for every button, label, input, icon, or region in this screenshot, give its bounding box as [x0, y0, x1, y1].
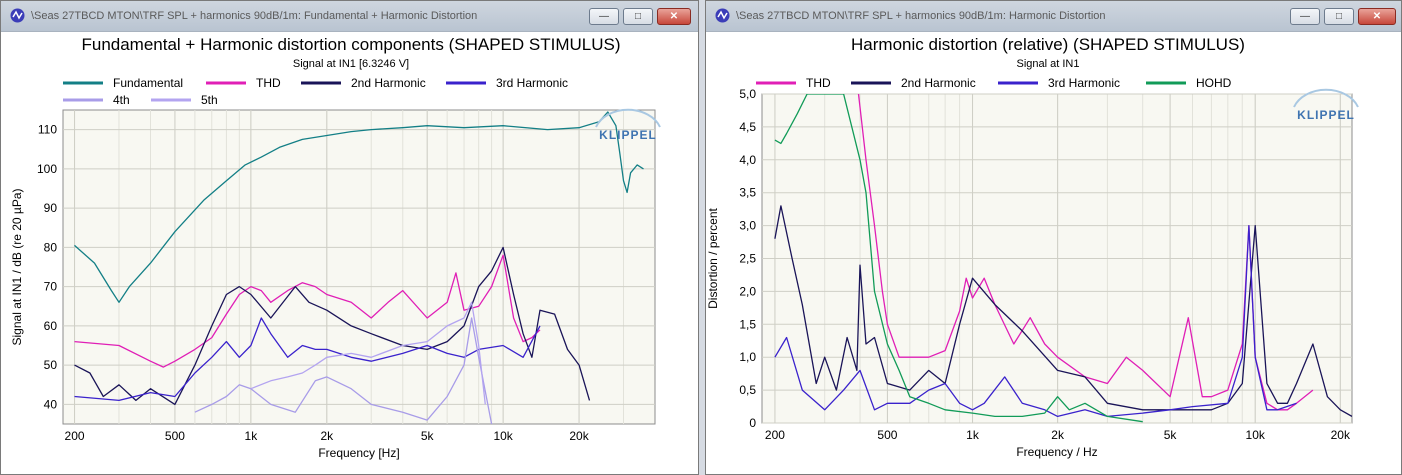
series-group [774, 94, 1352, 423]
chart-harmonic-distortion: Harmonic distortion (relative) (SHAPED S… [706, 35, 1359, 459]
minimize-icon: — [1300, 11, 1310, 22]
y-tick-label: 80 [44, 240, 58, 254]
y-tick-label: 3,0 [739, 219, 756, 233]
y-axis-label: Signal at IN1 / dB (re 20 µPa) [10, 189, 24, 346]
close-button[interactable]: ✕ [657, 8, 691, 25]
x-axis-label: Frequency [Hz] [318, 446, 399, 460]
series-2nd-harmonic [774, 205, 1352, 417]
x-tick-label: 500 [165, 429, 185, 443]
title-bar[interactable]: \Seas 27TBCD MTON\TRF SPL + harmonics 90… [706, 1, 1401, 32]
y-tick-label: 2,5 [739, 252, 756, 266]
legend-entry: 2nd Harmonic [901, 76, 976, 90]
klippel-logo: KLIPPEL [1297, 108, 1355, 122]
series-hohd [774, 94, 1143, 423]
close-button[interactable]: ✕ [1358, 8, 1396, 25]
x-tick-label: 20k [1331, 428, 1351, 442]
series-4th [194, 317, 493, 424]
y-axis-label: Distortion / percent [706, 207, 720, 308]
legend-entry: 5th [201, 93, 218, 107]
close-icon: ✕ [1372, 11, 1382, 22]
y-tick-label: 5,0 [739, 87, 756, 101]
legend-entry: THD [806, 76, 831, 90]
x-tick-label: 10k [1246, 428, 1266, 442]
y-tick-label: 100 [37, 162, 57, 176]
y-tick-label: 4,5 [739, 120, 756, 134]
legend-entry: 3rd Harmonic [496, 76, 568, 90]
x-tick-label: 500 [877, 428, 897, 442]
legend-entry: HOHD [1196, 76, 1232, 90]
legend-entry: THD [256, 76, 281, 90]
chart-title: Fundamental + Harmonic distortion compon… [81, 35, 620, 54]
y-tick-label: 110 [38, 123, 57, 137]
klippel-logo: KLIPPEL [599, 128, 657, 142]
window-title: \Seas 27TBCD MTON\TRF SPL + harmonics 90… [736, 10, 1106, 22]
y-tick-label: 0,5 [739, 383, 756, 397]
x-tick-label: 20k [569, 429, 589, 443]
chart-subtitle: Signal at IN1 [1017, 58, 1080, 70]
x-tick-label: 10k [493, 429, 513, 443]
window-harmonic-distortion: \Seas 27TBCD MTON\TRF SPL + harmonics 90… [705, 0, 1402, 475]
chart-area: Fundamental + Harmonic distortion compon… [1, 32, 698, 474]
legend-entry: 2nd Harmonic [351, 76, 426, 90]
y-tick-label: 1,5 [739, 317, 756, 331]
x-tick-label: 2k [320, 429, 334, 443]
legend-entry: 4th [113, 93, 130, 107]
series-5th [250, 301, 486, 405]
maximize-button[interactable]: □ [623, 8, 653, 25]
y-tick-label: 70 [44, 280, 58, 294]
x-tick-label: 1k [966, 428, 980, 442]
y-tick-label: 3,5 [739, 186, 756, 200]
y-tick-label: 50 [44, 358, 58, 372]
klippel-app-icon [10, 8, 25, 23]
series-3rd-harmonic [774, 224, 1297, 418]
logo-arc [1293, 88, 1359, 108]
y-tick-label: 40 [44, 397, 58, 411]
series-3rd-harmonic [74, 317, 541, 402]
chart-title: Harmonic distortion (relative) (SHAPED S… [851, 35, 1245, 54]
x-tick-label: 2k [1051, 428, 1065, 442]
close-icon: ✕ [669, 11, 679, 22]
chart-fundamental-harmonic: Fundamental + Harmonic distortion compon… [10, 35, 661, 460]
series-fundamental [74, 111, 644, 303]
minimize-icon: — [599, 11, 609, 22]
y-tick-label: 0 [749, 416, 756, 430]
minimize-button[interactable]: — [589, 8, 619, 25]
window-divider [699, 0, 705, 475]
legend-entry: 3rd Harmonic [1048, 76, 1120, 90]
klippel-app-icon [715, 8, 730, 23]
x-tick-label: 5k [421, 429, 435, 443]
chart-subtitle: Signal at IN1 [6.3246 V] [293, 58, 409, 70]
y-tick-label: 60 [44, 319, 58, 333]
y-tick-label: 1,0 [739, 350, 756, 364]
x-tick-label: 200 [65, 429, 85, 443]
chart-area: Harmonic distortion (relative) (SHAPED S… [706, 32, 1401, 474]
x-axis-label: Frequency / Hz [1016, 445, 1097, 459]
x-tick-label: 1k [245, 429, 259, 443]
series-thd [74, 254, 541, 368]
y-tick-label: 4,0 [739, 153, 756, 167]
maximize-icon: □ [634, 11, 642, 22]
legend-entry: Fundamental [113, 76, 183, 90]
maximize-button[interactable]: □ [1324, 8, 1354, 25]
series-group [74, 111, 644, 424]
plot-area [62, 109, 656, 425]
logo-arc [595, 108, 661, 128]
title-bar[interactable]: \Seas 27TBCD MTON\TRF SPL + harmonics 90… [1, 1, 698, 32]
maximize-icon: □ [1335, 11, 1343, 22]
x-tick-label: 200 [765, 428, 785, 442]
window-fundamental: \Seas 27TBCD MTON\TRF SPL + harmonics 90… [0, 0, 699, 475]
window-title: \Seas 27TBCD MTON\TRF SPL + harmonics 90… [31, 10, 478, 22]
minimize-button[interactable]: — [1290, 8, 1320, 25]
y-tick-label: 2,0 [739, 284, 756, 298]
y-tick-label: 90 [44, 201, 58, 215]
x-tick-label: 5k [1164, 428, 1178, 442]
